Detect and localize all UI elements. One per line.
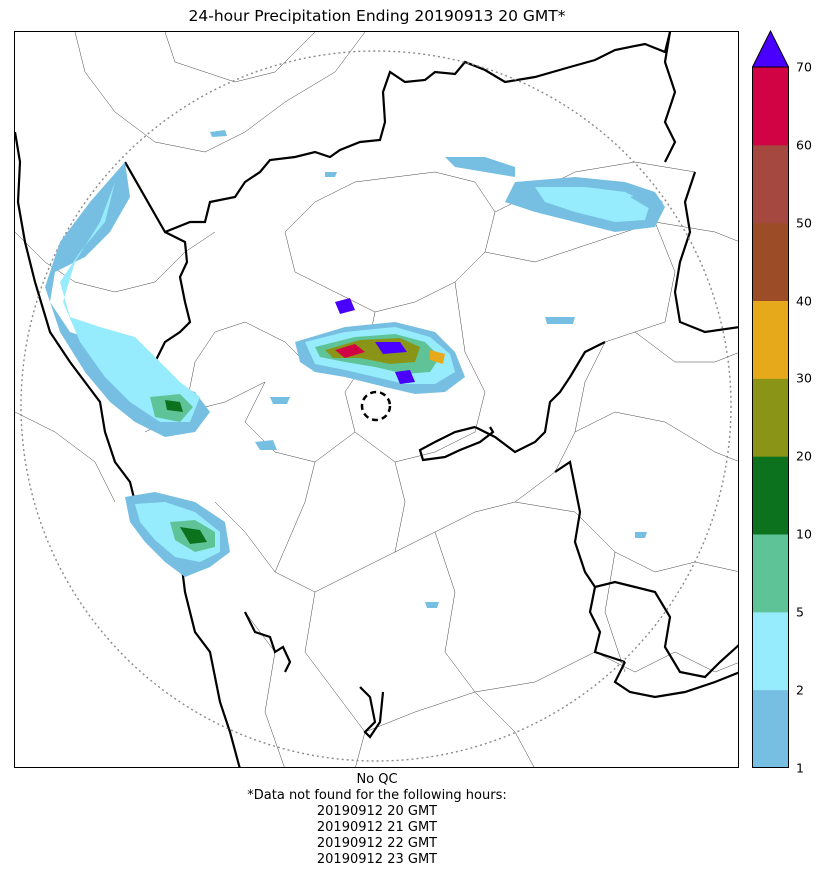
missing-hour: 20190912 23 GMT: [316, 852, 438, 867]
colorbar-band: [752, 456, 789, 535]
colorbar-band: [752, 300, 789, 379]
state-boundaries: [15, 32, 738, 767]
colorbar-band: [752, 222, 789, 301]
colorbar-tick-label: 2: [796, 682, 804, 698]
radar-range-ring: [20, 50, 732, 762]
colorbar-tick-label: 20: [796, 448, 812, 464]
colorbar-band: [752, 378, 789, 457]
colorbar-tick-label: 5: [796, 604, 804, 620]
colorbar-band: [752, 611, 789, 691]
colorbar-tick-label: 1: [796, 760, 804, 775]
radar-map: [14, 31, 739, 768]
colorbar-tick-label: 50: [796, 215, 812, 231]
colorbar-band: [752, 144, 789, 224]
precipitation-fields: [45, 130, 665, 608]
colorbar-outline: [752, 66, 789, 768]
qc-note: No QC: [356, 772, 398, 787]
colorbar-band: [752, 534, 789, 613]
missing-data-header: *Data not found for the following hours:: [247, 788, 507, 803]
colorbar-band: [752, 67, 789, 146]
colorbar-extend-arrow: [752, 30, 789, 68]
radar-site-marker: [360, 390, 392, 422]
missing-hour: 20190912 21 GMT: [316, 820, 438, 835]
colorbar-tick-label: 10: [796, 526, 812, 542]
missing-hour: 20190912 22 GMT: [316, 836, 438, 851]
radar-map-canvas: [15, 32, 738, 767]
colorbar-tick-label: 40: [796, 293, 812, 308]
colorbar-tick-label: 60: [796, 137, 812, 153]
chart-title: 24-hour Precipitation Ending 20190913 20…: [188, 7, 566, 25]
colorbar-tick-label: 30: [796, 370, 812, 386]
colorbar-band: [752, 689, 789, 768]
footnote: No QC *Data not found for the following …: [14, 772, 740, 868]
colorbar-tick-label: 70: [796, 59, 812, 75]
colorbar: [752, 30, 789, 768]
missing-hour: 20190912 20 GMT: [316, 804, 438, 819]
